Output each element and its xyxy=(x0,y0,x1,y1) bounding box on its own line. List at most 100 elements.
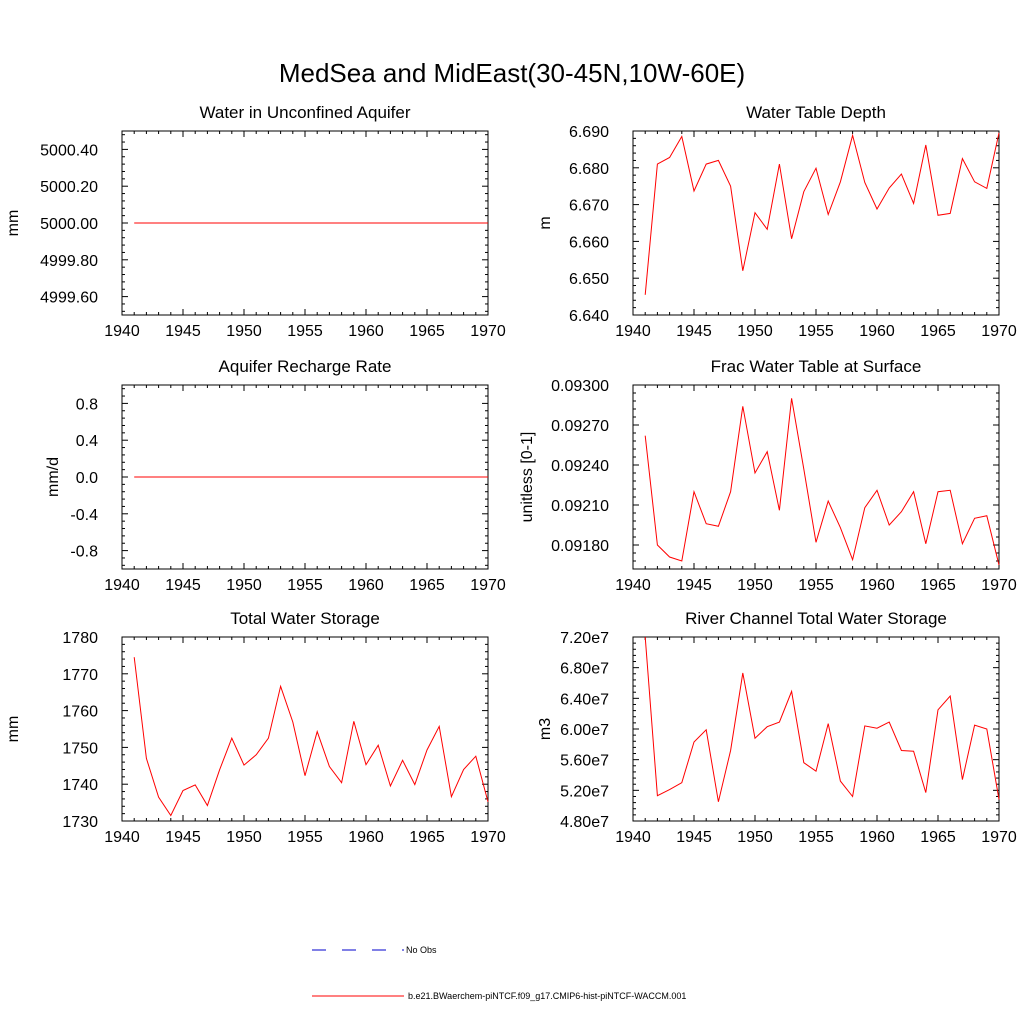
y-tick-label: 1750 xyxy=(62,740,98,757)
plot-frame xyxy=(632,130,1000,316)
x-tick-label: 1950 xyxy=(226,577,262,594)
x-tick-label: 1955 xyxy=(287,323,323,340)
series-line xyxy=(133,657,489,817)
panel-total-water-storage: Total Water Storage mm 1940 1945 1950 1955 196… xyxy=(5,609,506,846)
y-tick-label: 0.0 xyxy=(76,470,98,487)
panel-aquifer-recharge-rate: Aquifer Recharge Rate mm/d 1940 1945 1950 195… xyxy=(45,357,506,594)
y-tick-label: 6.670 xyxy=(569,198,609,215)
y-tick-label: 0.09240 xyxy=(551,458,609,475)
legend-label-no-obs: No Obs xyxy=(406,945,437,955)
x-tick-label: 1940 xyxy=(615,323,651,340)
x-tick-label: 1950 xyxy=(226,829,262,846)
x-tick-label: 1965 xyxy=(409,323,445,340)
panel-title: Total Water Storage xyxy=(230,609,380,628)
y-tick-label: 1760 xyxy=(62,704,98,721)
figure-title: MedSea and MidEast(30-45N,10W-60E) xyxy=(279,58,745,88)
x-tick-label: 1960 xyxy=(348,577,384,594)
series-line xyxy=(644,132,1000,295)
y-axis-label: mm/d xyxy=(45,457,62,497)
x-tick-label: 1970 xyxy=(470,577,506,594)
x-tick-label: 1945 xyxy=(165,323,201,340)
x-tick-label: 1970 xyxy=(981,577,1017,594)
y-tick-label: 6.650 xyxy=(569,271,609,288)
series-line xyxy=(644,636,1000,802)
x-tick-label: 1945 xyxy=(165,829,201,846)
y-tick-label: 4999.60 xyxy=(40,290,98,307)
panel-river-channel-total-water-storage: River Channel Total Water Storage m3 1940 1… xyxy=(537,609,1017,846)
x-tick-label: 1965 xyxy=(920,577,956,594)
y-tick-label: 4.80e7 xyxy=(560,814,609,831)
x-tick-label: 1955 xyxy=(798,829,834,846)
y-tick-label: -0.4 xyxy=(70,507,98,524)
panel-title: River Channel Total Water Storage xyxy=(685,609,947,628)
y-axis-label: unitless [0-1] xyxy=(519,432,536,523)
x-tick-label: 1940 xyxy=(104,323,140,340)
y-tick-label: 0.09180 xyxy=(551,538,609,555)
x-tick-label: 1970 xyxy=(470,829,506,846)
x-tick-label: 1940 xyxy=(615,577,651,594)
y-axis-label: mm xyxy=(5,716,22,743)
x-tick-label: 1945 xyxy=(676,323,712,340)
x-tick-label: 1960 xyxy=(348,323,384,340)
x-tick-label: 1965 xyxy=(409,577,445,594)
y-tick-label: 6.640 xyxy=(569,308,609,325)
y-tick-label: 5.60e7 xyxy=(560,753,609,770)
y-tick-label: 0.4 xyxy=(76,433,98,450)
x-tick-label: 1960 xyxy=(859,829,895,846)
x-tick-label: 1955 xyxy=(798,577,834,594)
y-tick-label: 6.80e7 xyxy=(560,661,609,678)
series-line xyxy=(644,398,1000,566)
panel-water-table-depth: Water Table Depth m 1940 1945 1950 1955 1960 19… xyxy=(537,103,1017,340)
x-tick-label: 1970 xyxy=(981,323,1017,340)
panel-title: Water in Unconfined Aquifer xyxy=(199,103,410,122)
panels: Water in Unconfined Aquifer mm 1940 1945 195… xyxy=(5,103,1017,846)
x-tick-label: 1960 xyxy=(859,323,895,340)
y-tick-label: 6.680 xyxy=(569,161,609,178)
x-tick-label: 1955 xyxy=(287,577,323,594)
y-tick-label: 5.20e7 xyxy=(560,783,609,800)
y-tick-label: 5000.20 xyxy=(40,179,98,196)
x-tick-label: 1970 xyxy=(981,829,1017,846)
y-tick-label: 6.40e7 xyxy=(560,691,609,708)
x-tick-label: 1965 xyxy=(920,829,956,846)
x-tick-label: 1940 xyxy=(615,829,651,846)
y-tick-label: 5000.40 xyxy=(40,142,98,159)
y-axis-label: m xyxy=(537,216,554,229)
y-axis-label: mm xyxy=(5,210,22,237)
panel-title: Frac Water Table at Surface xyxy=(711,357,922,376)
y-tick-label: 4999.80 xyxy=(40,253,98,270)
y-tick-label: -0.8 xyxy=(70,544,98,561)
y-tick-label: 1730 xyxy=(62,814,98,831)
y-tick-label: 0.8 xyxy=(76,396,98,413)
y-tick-label: 0.09210 xyxy=(551,498,609,515)
legend: No Obs b.e21.BWaerchem-piNTCF.f09_g17.CM… xyxy=(312,945,686,1001)
y-tick-label: 6.00e7 xyxy=(560,722,609,739)
x-tick-label: 1945 xyxy=(676,829,712,846)
x-tick-label: 1960 xyxy=(859,577,895,594)
panel-frac-water-table-at-surface: Frac Water Table at Surface unitless [0-1… xyxy=(519,357,1017,594)
panel-title: Water Table Depth xyxy=(746,103,886,122)
y-tick-label: 1780 xyxy=(62,630,98,647)
x-tick-label: 1955 xyxy=(287,829,323,846)
y-tick-label: 7.20e7 xyxy=(560,630,609,647)
x-tick-label: 1950 xyxy=(226,323,262,340)
y-tick-label: 1740 xyxy=(62,777,98,794)
x-tick-label: 1940 xyxy=(104,577,140,594)
panel-water-in-unconfined-aquifer: Water in Unconfined Aquifer mm 1940 1945 195… xyxy=(5,103,506,340)
y-tick-label: 6.660 xyxy=(569,234,609,251)
y-tick-label: 6.690 xyxy=(569,124,609,141)
legend-label-model: b.e21.BWaerchem-piNTCF.f09_g17.CMIP6-his… xyxy=(408,991,686,1001)
x-tick-label: 1955 xyxy=(798,323,834,340)
plot-frame xyxy=(632,636,1000,822)
x-tick-label: 1965 xyxy=(920,323,956,340)
y-tick-label: 5000.00 xyxy=(40,216,98,233)
x-tick-label: 1950 xyxy=(737,829,773,846)
x-tick-label: 1945 xyxy=(676,577,712,594)
x-tick-label: 1970 xyxy=(470,323,506,340)
x-tick-label: 1965 xyxy=(409,829,445,846)
x-tick-label: 1950 xyxy=(737,323,773,340)
x-tick-label: 1950 xyxy=(737,577,773,594)
x-tick-label: 1940 xyxy=(104,829,140,846)
y-tick-label: 0.09270 xyxy=(551,418,609,435)
